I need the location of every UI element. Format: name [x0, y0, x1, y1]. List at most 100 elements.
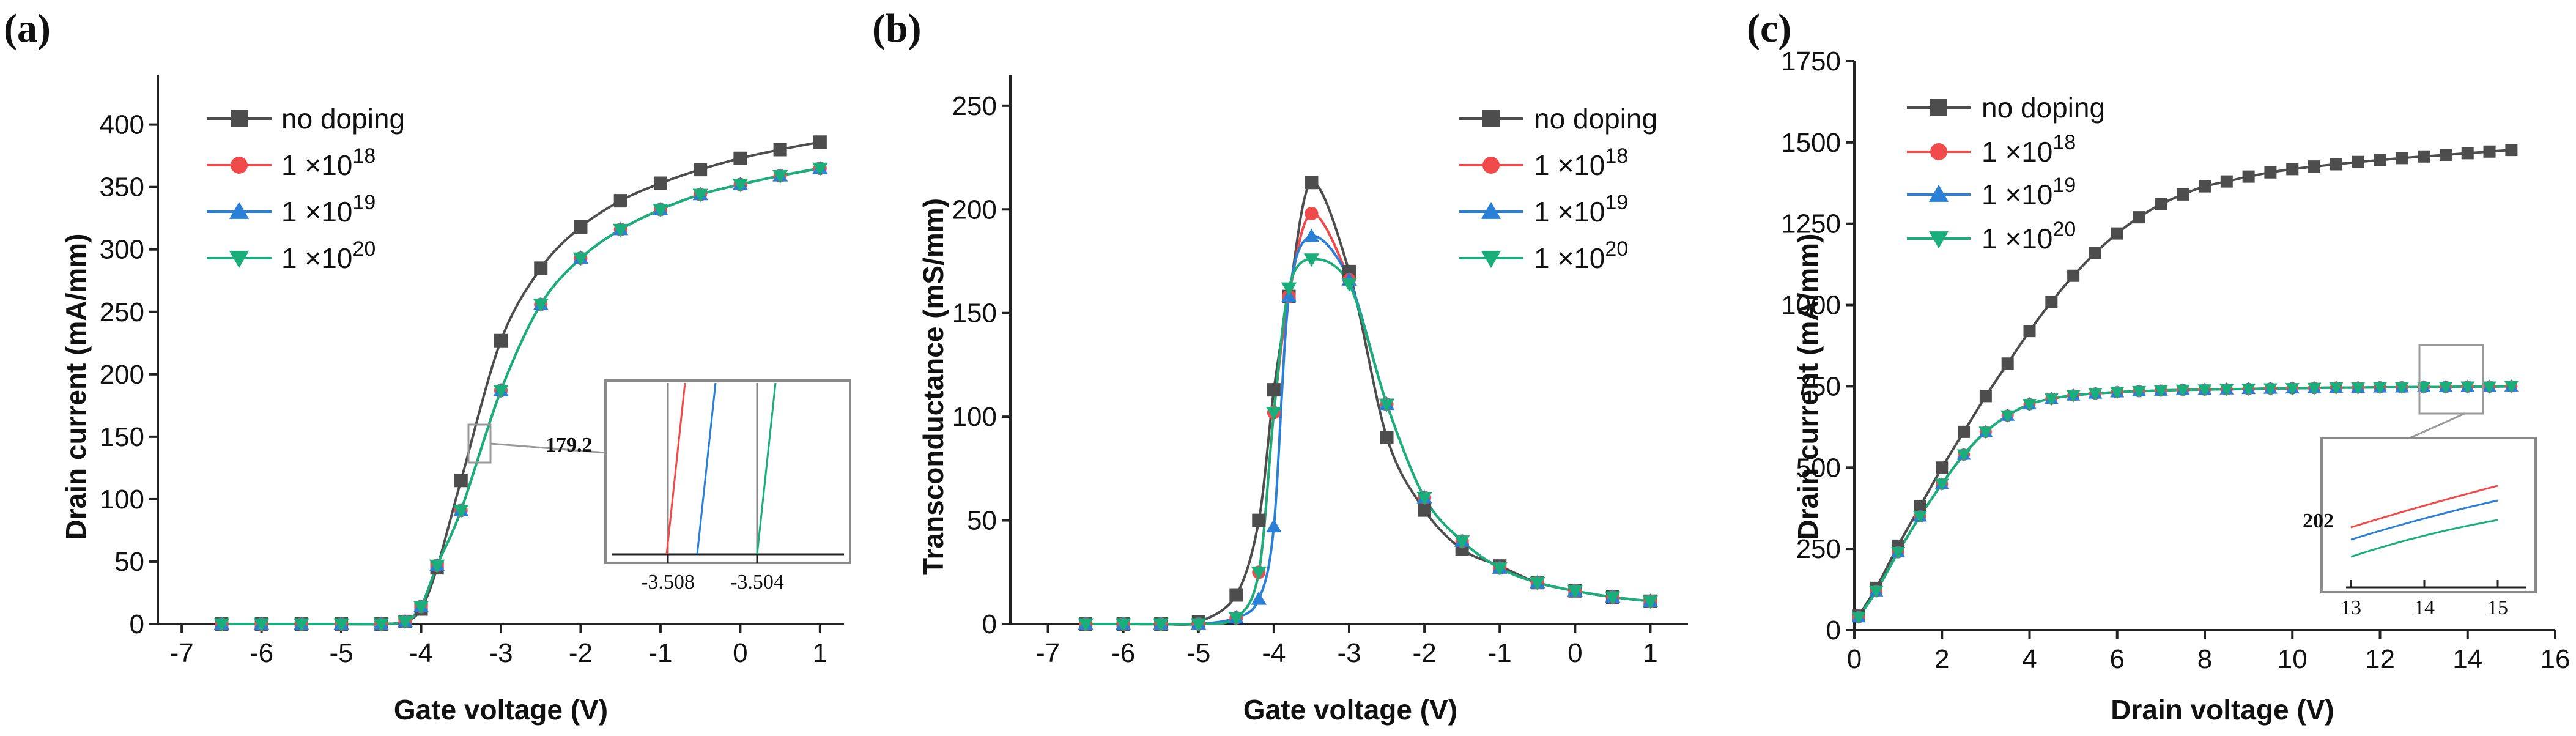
- legend-marker-1e19-b: [1481, 201, 1501, 219]
- data-point-1e20: [1978, 426, 1993, 439]
- data-point-1e20: [1416, 491, 1432, 505]
- data-point-1e20: [732, 179, 749, 193]
- x-axis-title-b: Gate voltage (V): [1243, 694, 1457, 726]
- data-point-1e20: [572, 252, 589, 266]
- data-point-no-doping: [2374, 154, 2386, 166]
- legend-label-1e20-c: 1 ×1020: [1982, 218, 2076, 255]
- inset-frame-c: [2320, 437, 2537, 593]
- legend-label-base: 1 ×10: [1982, 179, 2052, 210]
- legend-label-exp: 20: [2052, 218, 2076, 241]
- y-tick-label: 250: [1796, 534, 1841, 564]
- data-point-no-doping: [2308, 160, 2321, 173]
- legend-item-1e20-a: 1 ×1020: [207, 237, 376, 274]
- x-tick-label: 2: [1934, 644, 1949, 674]
- legend-item-no-doping-b: no doping: [1459, 103, 1657, 135]
- plot-area-b: -7 -6 -5 -4 -3 -2 -1 0 1 0 50 100 150 200 250: [952, 75, 1688, 668]
- data-point-no-doping: [2483, 145, 2496, 158]
- data-point-no-doping: [2439, 149, 2452, 162]
- data-point-no-doping: [1305, 176, 1319, 190]
- y-tick-label: 150: [100, 422, 144, 452]
- data-point-1e20: [1116, 618, 1131, 632]
- inset-frame-a: [604, 379, 851, 564]
- data-point-1e20: [333, 618, 349, 632]
- data-point-no-doping: [2089, 247, 2101, 259]
- data-point-no-doping: [494, 333, 508, 348]
- x-tick-label: -4: [409, 638, 433, 668]
- data-point-no-doping: [653, 176, 667, 190]
- inset-line-1e18: [665, 382, 686, 555]
- legend-label-no-doping-b: no doping: [1534, 103, 1657, 135]
- plot-area-c: 0 2 4 6 8 10 12 14 16 0 250 500 750 1000 1250 1500 1750: [1781, 46, 2570, 674]
- legend-label-exp: 20: [352, 237, 376, 261]
- data-point-1e20: [2285, 383, 2300, 396]
- x-tick-label: -1: [1488, 638, 1512, 668]
- data-point-1e20: [2110, 387, 2125, 400]
- legend-label-exp: 20: [1605, 237, 1628, 261]
- data-point-1e20: [1956, 449, 1971, 462]
- y-tick-label: 250: [952, 91, 997, 121]
- series-line-1e18-b: [1086, 212, 1651, 626]
- data-point-1e20: [1266, 407, 1282, 421]
- data-point-no-doping: [2352, 155, 2364, 168]
- y-tick-label: 1500: [1781, 128, 1841, 158]
- y-tick-label: 0: [130, 609, 144, 639]
- data-point-no-doping: [1936, 461, 1949, 474]
- data-point-no-doping: [2461, 147, 2474, 160]
- x-tick-label: 6: [2110, 644, 2125, 674]
- data-point-1e20: [1191, 618, 1207, 632]
- inset-value-a: 179.2: [546, 434, 593, 456]
- y-tick-label: 200: [100, 360, 144, 390]
- data-point-no-doping: [2023, 325, 2036, 338]
- x-tick-label: 1: [1643, 638, 1657, 668]
- data-point-1e20: [1567, 585, 1583, 599]
- data-point-1e20: [1251, 566, 1267, 580]
- legend-item-no-doping-a: no doping: [207, 103, 405, 135]
- data-point-no-doping: [1380, 431, 1394, 445]
- data-point-no-doping: [534, 261, 548, 275]
- plot-area-a: -7 -6 -5 -4 -3 -2 -1 0 1 0 50 100 150 200 250 300 350 400: [100, 75, 844, 668]
- data-point-1e20: [1492, 562, 1508, 576]
- x-axis-title-a: Gate voltage (V): [394, 694, 608, 726]
- legend-item-1e20-c: 1 ×1020: [1907, 218, 2076, 255]
- y-tick-label: 750: [1796, 371, 1841, 401]
- x-tick-label: 0: [1567, 638, 1582, 668]
- data-point-no-doping: [2133, 211, 2145, 224]
- data-point-1e20: [2219, 384, 2234, 396]
- x-tick-label: -1: [648, 638, 672, 668]
- data-point-1e20: [2000, 410, 2015, 423]
- legend-label-exp: 18: [352, 144, 376, 168]
- legend-label-base: 1 ×10: [281, 242, 352, 274]
- y-tick-label: 350: [100, 173, 144, 203]
- data-point-1e20: [1642, 595, 1659, 609]
- data-point-1e20: [253, 618, 270, 632]
- legend-marker-1e18-a: [231, 157, 248, 174]
- data-point-no-doping: [2242, 170, 2255, 183]
- legend-item-1e19-a: 1 ×1019: [207, 191, 376, 228]
- legend-item-1e18-b: 1 ×1018: [1459, 144, 1628, 181]
- inset-line-1e19: [696, 382, 717, 555]
- legend-label-1e18-a: 1 ×1018: [281, 144, 376, 181]
- legend-label-base: 1 ×10: [1534, 242, 1605, 274]
- inset-tick-label: -3.504: [730, 571, 784, 593]
- legend-item-1e20-b: 1 ×1020: [1459, 237, 1628, 274]
- data-point-1e20: [2132, 385, 2147, 398]
- y-tick-label: 1000: [1781, 291, 1841, 321]
- data-point-no-doping: [2396, 152, 2408, 165]
- data-point-1e18: [1305, 207, 1319, 221]
- data-point-1e20: [2175, 384, 2190, 397]
- y-tick-label: 50: [967, 506, 997, 536]
- legend-label-exp: 18: [1605, 144, 1628, 168]
- data-point-no-doping: [2067, 269, 2080, 282]
- y-tick-label: 200: [952, 195, 997, 225]
- data-point-1e20: [1605, 591, 1621, 605]
- data-point-no-doping: [2264, 166, 2277, 179]
- data-point-1e20: [1303, 253, 1320, 267]
- legend-label-exp: 18: [2052, 131, 2076, 154]
- x-tick-label: 12: [2365, 644, 2395, 674]
- data-point-1e20: [2329, 382, 2344, 395]
- data-point-1e20: [2088, 388, 2103, 401]
- data-point-no-doping: [813, 135, 827, 149]
- y-tick-label: 100: [952, 402, 997, 432]
- y-tick-label: 500: [1796, 453, 1841, 483]
